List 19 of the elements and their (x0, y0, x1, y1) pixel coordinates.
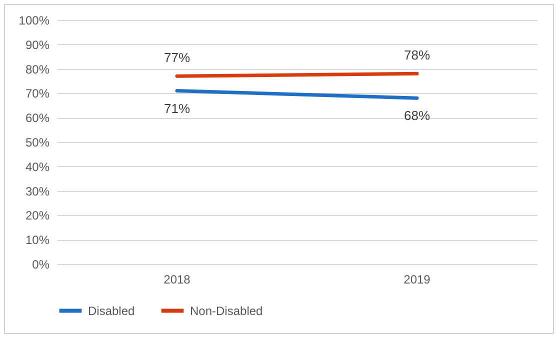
data-label: 71% (164, 100, 190, 116)
y-tick-label: 50% (25, 136, 50, 150)
y-tick-label: 80% (25, 62, 50, 76)
x-tick-label: 2019 (404, 272, 431, 286)
y-tick-label: 0% (32, 258, 50, 272)
legend-label: Disabled (88, 304, 135, 318)
y-tick-label: 40% (25, 160, 50, 174)
data-label: 77% (164, 50, 190, 66)
y-tick-label: 100% (18, 14, 50, 28)
y-tick-label: 90% (25, 38, 50, 52)
legend-label: Non-Disabled (190, 304, 263, 318)
data-label: 78% (404, 48, 430, 63)
data-label: 68% (404, 108, 430, 124)
y-tick-label: 60% (25, 111, 50, 126)
y-tick-label: 70% (25, 86, 50, 101)
y-tick-label: 30% (25, 184, 50, 198)
y-tick-label: 10% (25, 233, 50, 248)
y-tick-label: 20% (25, 208, 50, 223)
x-tick-label: 2018 (164, 272, 191, 286)
